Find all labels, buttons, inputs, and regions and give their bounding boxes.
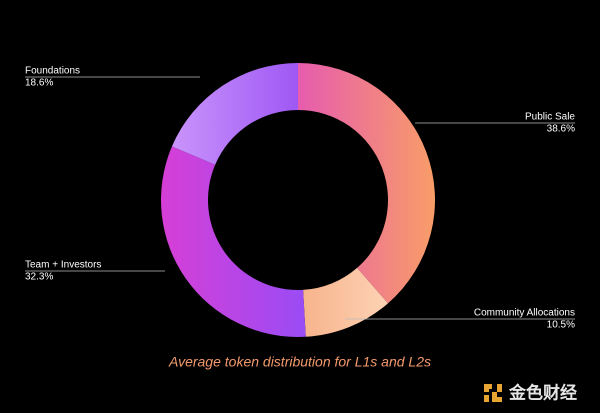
donut-slice	[303, 267, 388, 337]
slice-label: Public Sale	[525, 112, 575, 123]
slice-value: 38.6%	[547, 124, 575, 135]
slice-value: 10.5%	[547, 320, 575, 331]
slice-label: Foundations	[25, 66, 80, 77]
watermark-logo	[481, 381, 505, 405]
donut-slice	[171, 63, 298, 165]
slice-label: Community Allocations	[474, 308, 575, 319]
watermark: 金色财经	[508, 382, 577, 402]
slice-value: 18.6%	[25, 78, 53, 89]
donut-slice	[298, 63, 435, 304]
donut-slice	[160, 146, 306, 337]
slice-value: 32.3%	[25, 272, 53, 283]
chart-caption: Average token distribution for L1s and L…	[168, 354, 431, 370]
slice-label: Team + Investors	[25, 260, 101, 271]
